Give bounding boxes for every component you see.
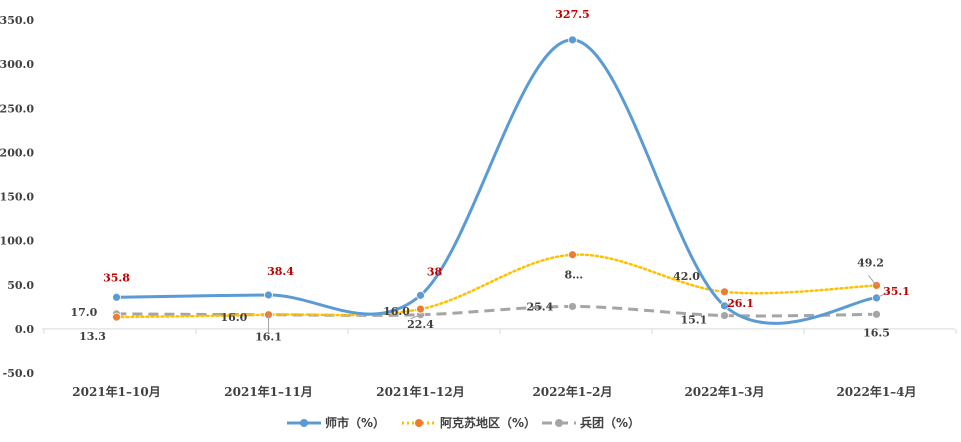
data-label-series-1: 13.3 — [79, 330, 106, 343]
data-label-series-0: 38.4 — [267, 265, 294, 278]
chart-axes: -50.0 0.0 50.0 100.0 150.0 200.0 250.0 300.0 350… — [0, 14, 957, 399]
x-category-label: 2022年1–4月 — [836, 384, 916, 399]
series-1-point — [416, 304, 425, 314]
series-lines — [115, 38, 878, 325]
legend-swatch-marker — [415, 419, 423, 427]
legend-label: 阿克苏地区（%） — [440, 415, 536, 430]
y-tick-label: 250.0 — [0, 102, 34, 115]
series-1-point — [112, 312, 121, 322]
legend-label: 师市（%） — [325, 415, 385, 430]
y-tick-label: 50.0 — [7, 279, 34, 292]
data-label-series-2: 15.1 — [681, 314, 708, 327]
y-tick-label: -50.0 — [3, 367, 35, 380]
series-1-point — [720, 287, 729, 297]
series-line-0 — [116, 38, 877, 325]
data-labels: 35.8 38.4 38 327.5 26.1 35.1 13.3 16.1 22.4 8… 42.… — [71, 8, 910, 344]
data-label-series-1: 42.0 — [673, 270, 700, 283]
series-0-point — [264, 290, 273, 300]
series-line-1 — [115, 253, 878, 319]
series-1-point — [568, 250, 577, 260]
data-label-series-0: 35.1 — [883, 285, 910, 298]
data-label-series-1: 16.1 — [255, 331, 282, 344]
legend-swatch-marker — [300, 419, 308, 427]
label-leader-line — [876, 291, 889, 299]
label-leader-line — [724, 300, 737, 307]
y-tick-label: 350.0 — [0, 14, 34, 27]
legend-label: 兵团（%） — [580, 415, 640, 430]
series-0-point — [416, 290, 425, 300]
data-label-series-1: 22.4 — [407, 318, 434, 331]
data-label-series-2: 16.0 — [383, 305, 410, 318]
data-label-series-2: 16.5 — [863, 326, 890, 339]
data-label-series-2: 16.0 — [221, 311, 248, 324]
data-label-series-1: 49.2 — [857, 256, 884, 269]
x-category-label: 2022年1–2月 — [532, 384, 612, 399]
data-label-series-0: 327.5 — [555, 8, 589, 21]
series-2-point — [720, 311, 729, 320]
label-leader-line — [868, 275, 877, 286]
x-category-label: 2022年1–3月 — [684, 384, 764, 399]
legend-swatch-marker — [555, 419, 563, 427]
legend: 师市（%） 阿克苏地区（%） 兵团（%） — [287, 415, 640, 430]
x-category-label: 2021年1–11月 — [224, 384, 312, 399]
x-category-label: 2021年1–10月 — [72, 384, 160, 399]
series-2-point — [568, 302, 577, 311]
y-tick-label: 300.0 — [0, 58, 34, 71]
y-tick-label: 0.0 — [15, 323, 34, 336]
data-label-series-0: 38 — [427, 265, 443, 278]
y-tick-label: 100.0 — [0, 235, 34, 248]
series-markers — [112, 35, 881, 322]
series-2-point — [872, 309, 881, 319]
y-tick-label: 150.0 — [0, 191, 34, 204]
data-label-series-1: 8… — [565, 269, 584, 282]
x-category-label: 2021年1–12月 — [376, 384, 464, 399]
data-label-series-2: 17.0 — [71, 306, 98, 319]
data-label-series-0: 35.8 — [103, 271, 130, 284]
label-leader-line — [410, 314, 421, 320]
series-0-point — [112, 292, 121, 302]
series-0-point — [568, 35, 577, 45]
data-label-series-2: 25.4 — [527, 300, 554, 313]
data-label-series-0: 26.1 — [727, 297, 754, 310]
y-tick-label: 200.0 — [0, 146, 34, 159]
